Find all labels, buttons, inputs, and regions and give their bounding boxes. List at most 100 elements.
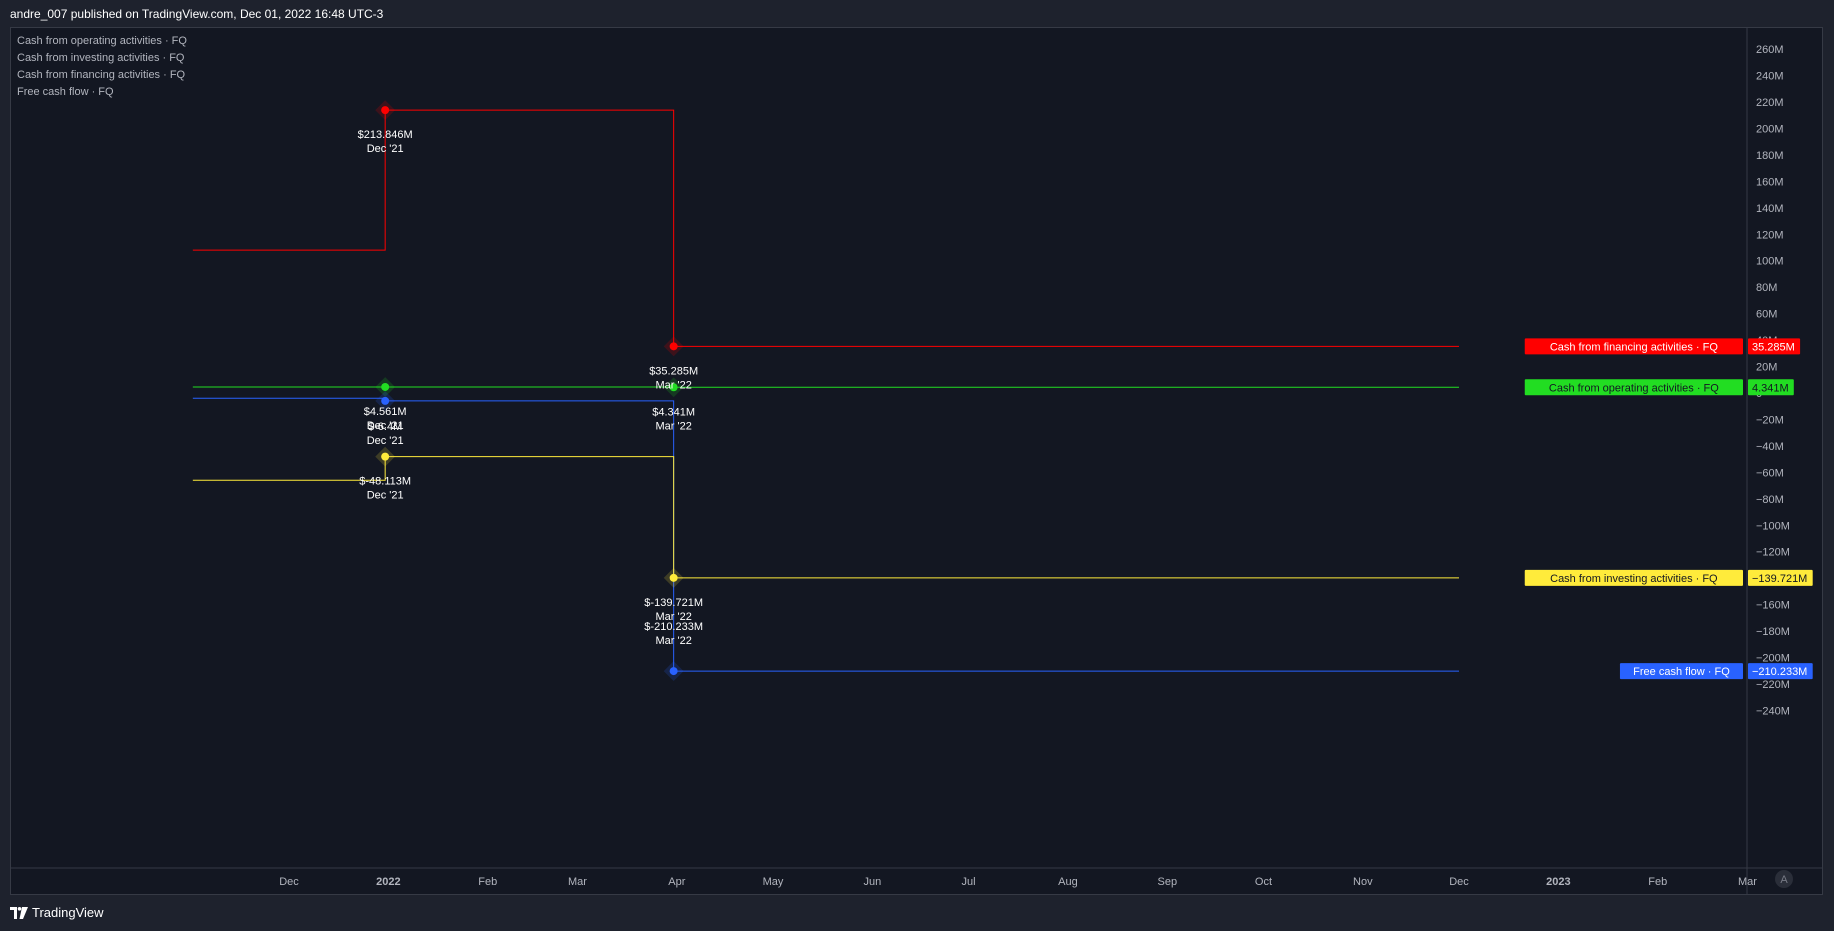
time-axis-tick: Dec (1449, 876, 1469, 888)
price-axis-tick: 120M (1756, 229, 1784, 241)
legend-item[interactable]: Cash from financing activities · FQ (17, 69, 186, 81)
series-name-tag-label: Cash from financing activities · FQ (1550, 341, 1719, 353)
scale-mode-button-label[interactable]: A (1780, 874, 1788, 886)
last-value-tags: Cash from financing activities · FQ 35.28… (1524, 338, 1813, 680)
data-point-value-label: $213.846M (358, 129, 413, 141)
time-axis-tick: 2023 (1546, 876, 1570, 888)
data-point[interactable] (381, 396, 390, 405)
data-point-period-label: Dec '21 (367, 490, 404, 502)
time-axis-tick: Feb (478, 876, 497, 888)
tradingview-branding[interactable]: TradingView (10, 905, 104, 920)
time-axis-tick: Aug (1058, 876, 1078, 888)
data-point[interactable] (669, 667, 678, 676)
scale-mode-button[interactable]: A (1775, 870, 1793, 888)
point-labels: $213.846M Dec '21 $35.285M Mar '22 $4.561M De… (358, 129, 703, 647)
price-axis-tick: −120M (1756, 547, 1790, 559)
series-name-tag (1524, 379, 1743, 396)
price-axis-tick: −180M (1756, 626, 1790, 638)
series-line (192, 109, 1459, 347)
data-point-value-label: $-6.4M (368, 421, 402, 433)
publish-header: andre_007 published on TradingView.com, … (0, 0, 1834, 28)
data-point[interactable] (669, 383, 678, 392)
series-last-value-label: −210.233M (1752, 666, 1807, 678)
data-point-period-label: Dec '21 (367, 435, 404, 447)
series-last-value-label: 4.341M (1752, 382, 1789, 394)
series-last-value-tag (1748, 379, 1794, 396)
series-line (192, 456, 1459, 579)
series-name-tag (1619, 663, 1743, 680)
data-point-value-label: $-139.721M (644, 597, 703, 609)
series-last-value-tag (1748, 569, 1813, 586)
series-last-value-label: 35.285M (1752, 341, 1795, 353)
data-point[interactable] (381, 106, 390, 115)
price-axis-tick: −160M (1756, 600, 1790, 612)
time-axis-tick: Oct (1255, 876, 1272, 888)
price-axis-tick: 60M (1756, 309, 1777, 321)
chart-pane[interactable] (10, 27, 1823, 895)
series-layer (192, 100, 1459, 681)
data-point[interactable] (669, 573, 678, 582)
legend-item[interactable]: Cash from investing activities · FQ (17, 52, 185, 64)
data-point-value-label: $4.341M (652, 406, 695, 418)
price-axis-tick: 220M (1756, 97, 1784, 109)
series-name-tag-label: Cash from investing activities · FQ (1550, 573, 1718, 585)
series-last-value-tag (1748, 338, 1801, 355)
price-axis-tick: −240M (1756, 705, 1790, 717)
data-point-period-label: Mar '22 (655, 611, 691, 623)
data-point-period-label: Mar '22 (655, 379, 691, 391)
time-axis-tick: Mar (1738, 876, 1757, 888)
time-axis-tick: Jun (864, 876, 882, 888)
price-axis-tick: 100M (1756, 256, 1784, 268)
price-axis[interactable]: 260M 240M 220M 200M 180M 160M 140M 120M 100M 80M 6… (1746, 27, 1790, 895)
chart-canvas[interactable]: Cash from operating activities · FQCash … (10, 27, 1823, 895)
data-point[interactable] (381, 452, 390, 461)
time-axis-tick: Nov (1353, 876, 1373, 888)
time-axis-tick: Dec (279, 876, 299, 888)
tradingview-logo-icon (10, 906, 28, 919)
scale-mode-button-bg[interactable] (1775, 870, 1793, 888)
series-last-value-tag (1748, 663, 1813, 680)
time-axis-tick: Jul (962, 876, 976, 888)
legend-item[interactable]: Free cash flow · FQ (17, 86, 114, 98)
price-axis-tick: 240M (1756, 71, 1784, 83)
price-axis-tick: 80M (1756, 282, 1777, 294)
price-axis-tick: −20M (1756, 414, 1784, 426)
price-axis-tick: 200M (1756, 123, 1784, 135)
data-point-period-label: Dec '21 (367, 420, 404, 432)
time-axis-tick: Sep (1158, 876, 1178, 888)
data-point-value-label: $-210.233M (644, 621, 703, 633)
data-point[interactable] (381, 382, 390, 391)
data-point-period-label: Mar '22 (655, 635, 691, 647)
time-axis-tick: Mar (568, 876, 587, 888)
publish-info: andre_007 published on TradingView.com, … (10, 7, 384, 21)
footer (0, 896, 1834, 931)
series-name-tag (1524, 338, 1743, 355)
price-axis-tick: −40M (1756, 441, 1784, 453)
data-point[interactable] (669, 342, 678, 351)
price-axis-tick: −80M (1756, 494, 1784, 506)
data-point-value-label: $4.561M (364, 406, 407, 418)
legend-item[interactable]: Cash from operating activities · FQ (17, 35, 187, 47)
time-axis-tick: May (763, 876, 784, 888)
price-axis-tick: 140M (1756, 203, 1784, 215)
price-axis-tick: 180M (1756, 150, 1784, 162)
time-axis-tick: 2022 (376, 876, 400, 888)
price-axis-tick: −200M (1756, 653, 1790, 665)
data-point-period-label: Mar '22 (655, 420, 691, 432)
time-axis-tick: Feb (1648, 876, 1667, 888)
series-name-tag-label: Cash from operating activities · FQ (1549, 382, 1719, 394)
price-axis-tick: 260M (1756, 44, 1784, 56)
tradingview-brand-text: TradingView (32, 905, 104, 920)
series-line (192, 397, 1459, 672)
price-axis-tick: −100M (1756, 520, 1790, 532)
price-axis-tick: 20M (1756, 362, 1777, 374)
series-name-tag-label: Free cash flow · FQ (1633, 666, 1730, 678)
data-point-period-label: Dec '21 (367, 143, 404, 155)
time-axis-tick: Apr (668, 876, 685, 888)
price-axis-tick: −220M (1756, 679, 1790, 691)
legend: Cash from operating activities · FQ Cash … (17, 35, 187, 98)
data-point-value-label: $-48.113M (359, 476, 411, 488)
series-name-tag (1524, 569, 1743, 586)
time-axis[interactable]: Dec 2022 Feb Mar Apr May Jun Jul Aug Sep Oct Nov Dec… (10, 867, 1823, 888)
series-last-value-label: −139.721M (1752, 573, 1807, 585)
